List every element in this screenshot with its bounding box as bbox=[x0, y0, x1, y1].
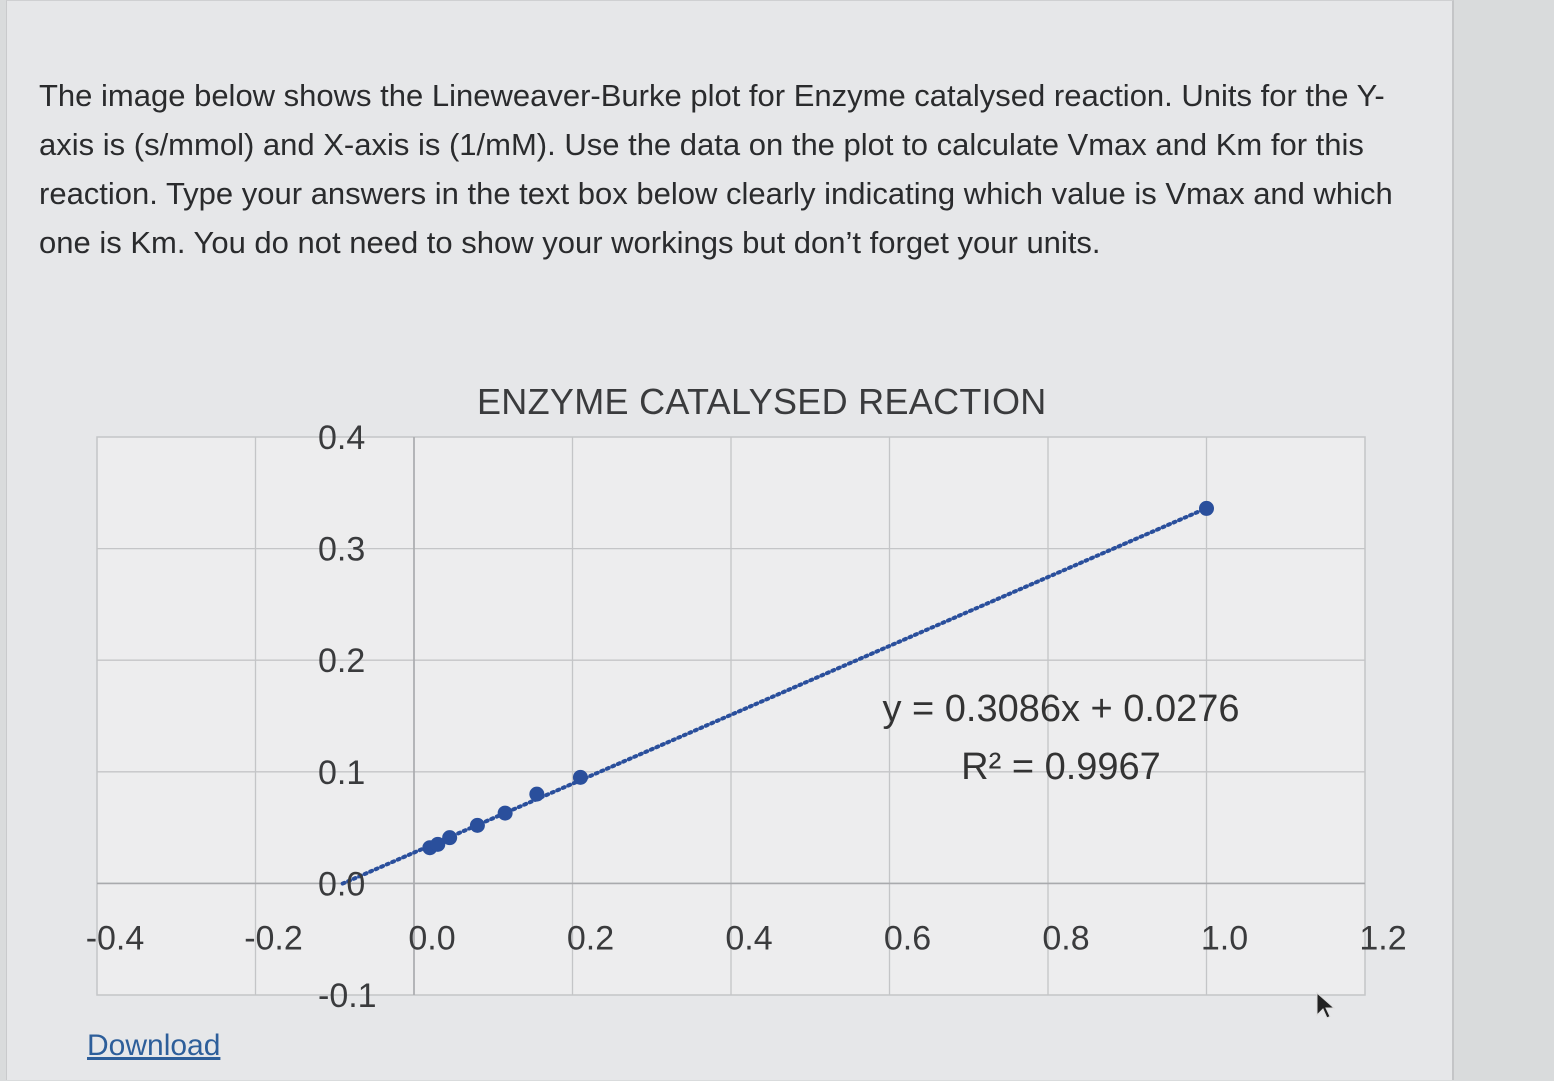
x-tick-label: 0.0 bbox=[408, 919, 455, 957]
data-point bbox=[572, 769, 588, 785]
x-tick-label: 0.4 bbox=[725, 919, 772, 957]
trendline-equation: y = 0.3086x + 0.0276 bbox=[882, 688, 1239, 730]
y-tick-label: -0.1 bbox=[318, 977, 377, 1015]
trendline bbox=[340, 506, 1209, 886]
y-tick-label: 0.2 bbox=[318, 642, 365, 680]
y-tick-labels: 0.4 0.3 0.2 0.1 0.0 -0.1 bbox=[318, 419, 377, 1015]
data-point bbox=[529, 786, 545, 802]
y-tick-label: 0.4 bbox=[318, 419, 365, 457]
trendline-group bbox=[340, 506, 1209, 886]
x-tick-label: 0.6 bbox=[884, 919, 931, 957]
question-text: The image below shows the Lineweaver-Bur… bbox=[39, 78, 1393, 260]
data-point bbox=[442, 830, 458, 846]
data-points bbox=[422, 500, 1214, 856]
x-tick-labels: -0.4 -0.2 0.0 0.2 0.4 0.6 0.8 1.0 1.2 bbox=[86, 919, 1407, 957]
r-squared-label: R² = 0.9967 bbox=[961, 746, 1161, 788]
data-point bbox=[497, 805, 513, 821]
x-tick-label: 1.2 bbox=[1359, 919, 1406, 957]
y-tick-label: 0.1 bbox=[318, 754, 365, 792]
mouse-cursor-icon bbox=[1316, 991, 1336, 1019]
trendline-annotation: y = 0.3086x + 0.0276 R² = 0.9967 bbox=[882, 688, 1239, 788]
x-tick-label: 0.8 bbox=[1042, 919, 1089, 957]
data-point bbox=[469, 817, 485, 833]
data-point bbox=[1199, 500, 1214, 516]
lineweaver-burk-plot: 0.4 0.3 0.2 0.1 0.0 -0.1 -0.4 -0.2 0.0 0.2 0.4 0.6… bbox=[86, 419, 1407, 1015]
x-tick-label: -0.4 bbox=[86, 919, 145, 957]
x-tick-label: 1.0 bbox=[1201, 919, 1248, 957]
question-panel: The image below shows the Lineweaver-Bur… bbox=[6, 0, 1454, 1080]
data-point bbox=[430, 836, 446, 852]
y-tick-label: 0.0 bbox=[318, 865, 365, 903]
x-tick-label: -0.2 bbox=[244, 919, 303, 957]
y-tick-label: 0.3 bbox=[318, 531, 365, 569]
x-tick-label: 0.2 bbox=[567, 919, 614, 957]
chart-title: ENZYME CATALYSED REACTION bbox=[477, 381, 1047, 422]
download-link[interactable]: Download bbox=[87, 1029, 221, 1062]
